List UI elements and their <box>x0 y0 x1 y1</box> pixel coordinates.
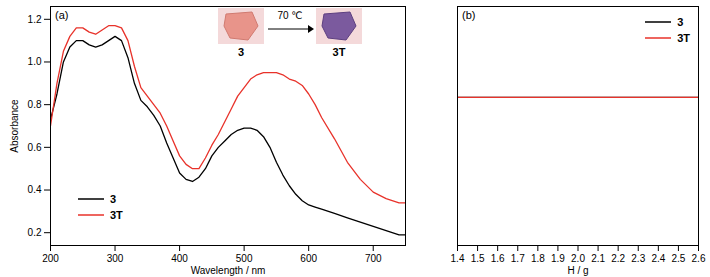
html-text:3: 3 <box>237 46 245 58</box>
svg-text:400: 400 <box>171 253 188 264</box>
svg-text:1.6: 1.6 <box>491 253 505 264</box>
svg-text:500: 500 <box>236 253 253 264</box>
svg-text:2.6: 2.6 <box>692 253 706 264</box>
svg-text:700: 700 <box>365 253 382 264</box>
svg-text:Absorbance: Absorbance <box>9 99 20 153</box>
html-text:(b): (b) <box>462 9 476 21</box>
html-text:3T: 3T <box>677 32 690 44</box>
svg-text:0.2: 0.2 <box>28 227 42 238</box>
svg-text:1.2: 1.2 <box>28 14 42 25</box>
svg-text:2.5: 2.5 <box>671 253 685 264</box>
html-text:3: 3 <box>110 193 117 205</box>
svg-text:H / g: H / g <box>567 265 588 276</box>
svg-text:2.4: 2.4 <box>651 253 665 264</box>
svg-text:0.4: 0.4 <box>28 184 42 195</box>
html-text:70 ℃: 70 ℃ <box>277 10 303 21</box>
svg-text:1.4: 1.4 <box>451 253 465 264</box>
svg-text:0.8: 0.8 <box>28 99 42 110</box>
html-text:3: 3 <box>677 16 684 28</box>
svg-text:2.3: 2.3 <box>631 253 645 264</box>
svg-text:1.7: 1.7 <box>511 253 525 264</box>
svg-text:0.6: 0.6 <box>28 142 42 153</box>
svg-text:2.2: 2.2 <box>611 253 625 264</box>
svg-text:1.0: 1.0 <box>28 56 42 67</box>
svg-text:300: 300 <box>107 253 124 264</box>
svg-text:2.0: 2.0 <box>571 253 585 264</box>
html-text:3T: 3T <box>332 46 346 58</box>
svg-text:1.8: 1.8 <box>531 253 545 264</box>
svg-text:1.9: 1.9 <box>551 253 565 264</box>
html-text:3T: 3T <box>110 209 123 221</box>
svg-text:200: 200 <box>42 253 59 264</box>
svg-text:2.1: 2.1 <box>591 253 605 264</box>
html-text:(a): (a) <box>55 9 69 21</box>
svg-text:600: 600 <box>300 253 317 264</box>
svg-text:Wavelength / nm: Wavelength / nm <box>191 265 266 276</box>
svg-text:1.5: 1.5 <box>471 253 485 264</box>
